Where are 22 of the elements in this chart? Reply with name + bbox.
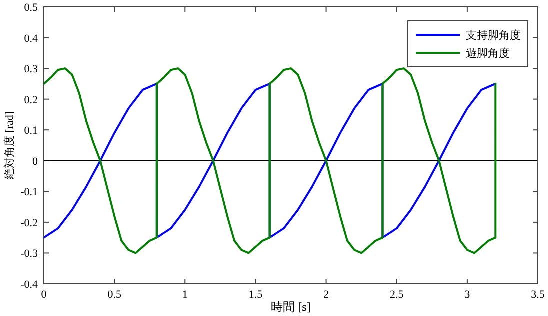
y-tick-label: 0.1 (24, 125, 38, 138)
y-tick-label: -0.2 (20, 217, 38, 230)
x-tick-label: 0 (41, 289, 48, 301)
y-axis-title: 絶対角度 [rad] (3, 111, 16, 181)
y-tick-label: 0.3 (24, 64, 38, 76)
legend-label: 支持脚角度 (466, 29, 521, 42)
y-tick-label: -0.4 (20, 279, 38, 291)
x-tick-label: 1.5 (248, 289, 264, 301)
x-tick-label: 2.5 (390, 289, 404, 301)
y-tick-label: 0 (32, 156, 38, 168)
x-axis-title: 時間 [s] (271, 300, 311, 314)
x-tick-label: 1 (182, 289, 188, 301)
x-tick-label: 3 (464, 289, 471, 301)
y-tick-label: 0.2 (24, 94, 38, 106)
y-tick-label: -0.1 (20, 186, 38, 199)
y-tick-label: -0.3 (20, 248, 38, 260)
x-tick-label: 0.5 (108, 289, 122, 301)
x-tick-label: 3.5 (531, 289, 546, 301)
x-tick-label: 2 (324, 289, 330, 301)
legend-label: 遊脚角度 (466, 47, 510, 60)
y-tick-label: 0.4 (24, 32, 38, 45)
y-tick-label: 0.5 (24, 2, 38, 14)
